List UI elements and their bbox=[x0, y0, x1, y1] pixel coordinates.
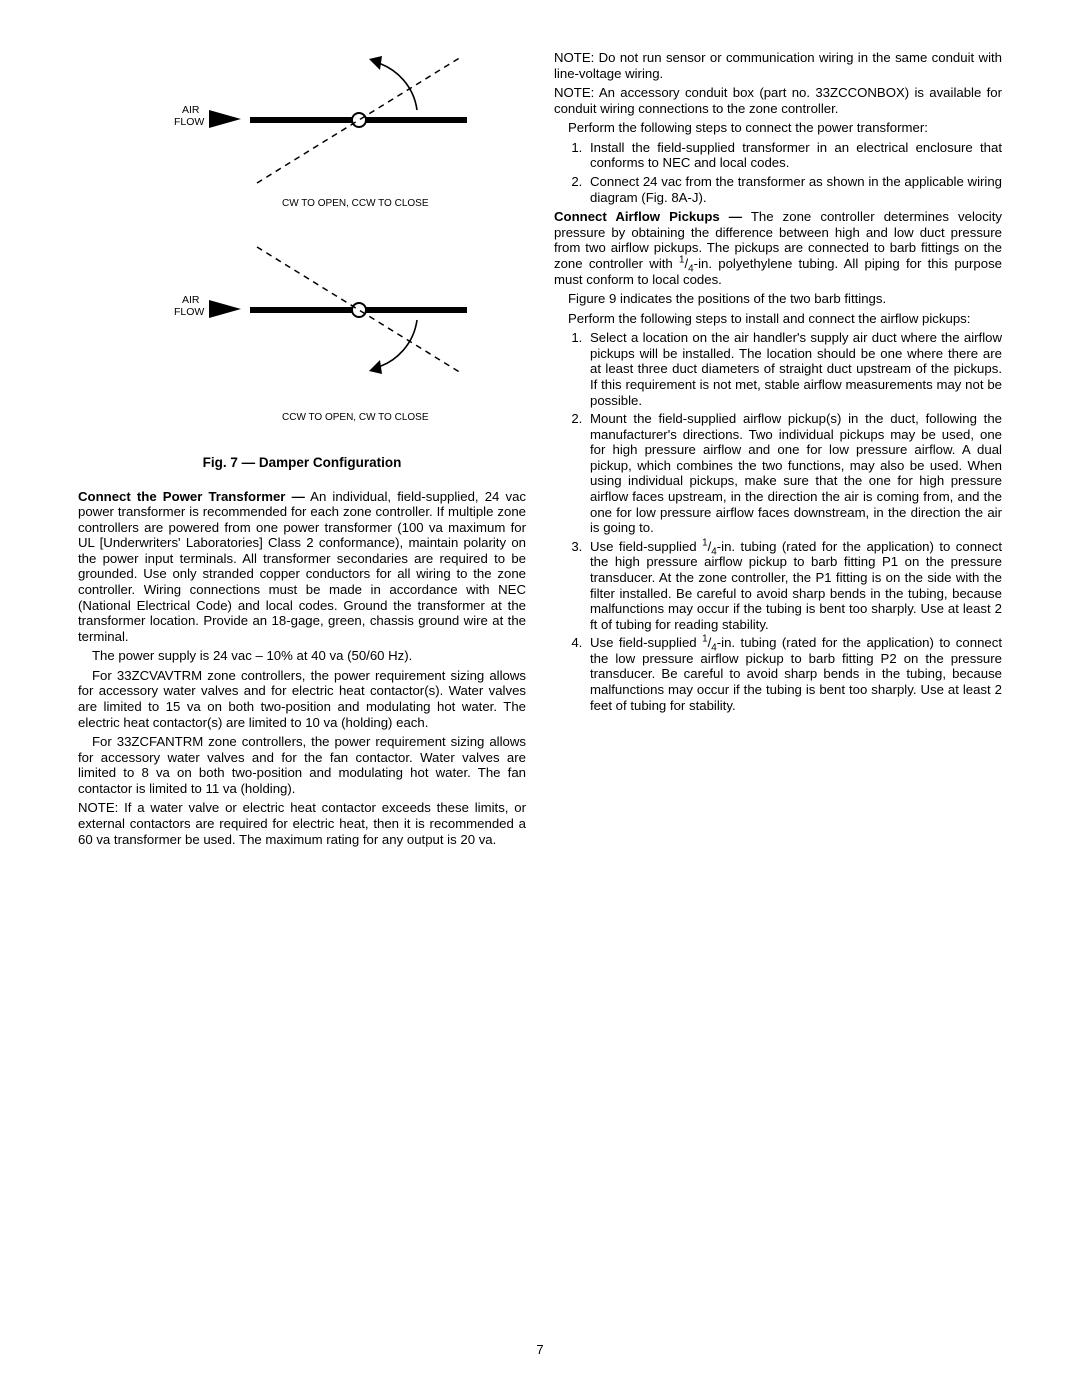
wiring-note-2: NOTE: An accessory conduit box (part no.… bbox=[554, 85, 1002, 116]
transformer-note: NOTE: If a water valve or electric heat … bbox=[78, 800, 526, 847]
airflow-label-1b: FLOW bbox=[174, 116, 204, 128]
list-item: Use field-supplied 1/4-in. tubing (rated… bbox=[586, 539, 1002, 632]
right-column: NOTE: Do not run sensor or communication… bbox=[554, 50, 1002, 851]
power-supply-para: The power supply is 24 vac – 10% at 40 v… bbox=[78, 648, 526, 664]
airflow-arrow-icon-2 bbox=[209, 300, 241, 318]
airflow-label-2b: FLOW bbox=[174, 306, 204, 318]
pivot-icon-2 bbox=[352, 303, 366, 317]
fraction: 1/4 bbox=[702, 539, 717, 554]
list-item: Connect 24 vac from the transformer as s… bbox=[586, 174, 1002, 205]
figure-7: AIR FLOW CW TO OPEN, CCW TO CLOSE bbox=[78, 50, 526, 471]
section-heading: Connect the Power Transformer — bbox=[78, 489, 305, 504]
airflow-steps-intro: Perform the following steps to install a… bbox=[554, 311, 1002, 327]
list-item: Use field-supplied 1/4-in. tubing (rated… bbox=[586, 635, 1002, 713]
wiring-note-1: NOTE: Do not run sensor or communication… bbox=[554, 50, 1002, 81]
section-body: An individual, field-supplied, 24 vac po… bbox=[78, 489, 526, 644]
list-item: Install the field-supplied transformer i… bbox=[586, 140, 1002, 171]
airflow-steps-list: Select a location on the air handler's s… bbox=[554, 330, 1002, 713]
fraction: 1/4 bbox=[702, 635, 717, 650]
figure-note-top: CW TO OPEN, CCW TO CLOSE bbox=[282, 198, 429, 209]
vavtrm-para: For 33ZCVAVTRM zone controllers, the pow… bbox=[78, 668, 526, 730]
connect-power-transformer-para: Connect the Power Transformer — An indiv… bbox=[78, 489, 526, 645]
list-item: Mount the field-supplied airflow pickup(… bbox=[586, 411, 1002, 536]
transformer-steps-list: Install the field-supplied transformer i… bbox=[554, 140, 1002, 205]
figure-note-bottom: CCW TO OPEN, CW TO CLOSE bbox=[282, 412, 429, 423]
airflow-arrow-icon bbox=[209, 110, 241, 128]
rotate-arrowhead-2 bbox=[369, 360, 382, 374]
airflow-label-1: AIR bbox=[182, 104, 200, 116]
connect-airflow-para: Connect Airflow Pickups — The zone contr… bbox=[554, 209, 1002, 287]
transformer-steps-intro: Perform the following steps to connect t… bbox=[554, 120, 1002, 136]
fantrm-para: For 33ZCFANTRM zone controllers, the pow… bbox=[78, 734, 526, 796]
list-item: Select a location on the air handler's s… bbox=[586, 330, 1002, 408]
airflow-label-2: AIR bbox=[182, 294, 200, 306]
pivot-icon bbox=[352, 113, 366, 127]
page-number: 7 bbox=[0, 1342, 1080, 1357]
left-column: AIR FLOW CW TO OPEN, CCW TO CLOSE bbox=[78, 50, 526, 851]
figure9-note: Figure 9 indicates the positions of the … bbox=[554, 291, 1002, 307]
rotate-arc-2 bbox=[375, 320, 417, 368]
rotate-arc bbox=[375, 62, 417, 110]
section-heading: Connect Airflow Pickups — bbox=[554, 209, 742, 224]
fraction: 1/4 bbox=[679, 256, 694, 271]
figure-caption: Fig. 7 — Damper Configuration bbox=[78, 455, 526, 471]
rotate-arrowhead bbox=[369, 56, 382, 70]
damper-diagram-svg: AIR FLOW CW TO OPEN, CCW TO CLOSE bbox=[137, 50, 467, 445]
